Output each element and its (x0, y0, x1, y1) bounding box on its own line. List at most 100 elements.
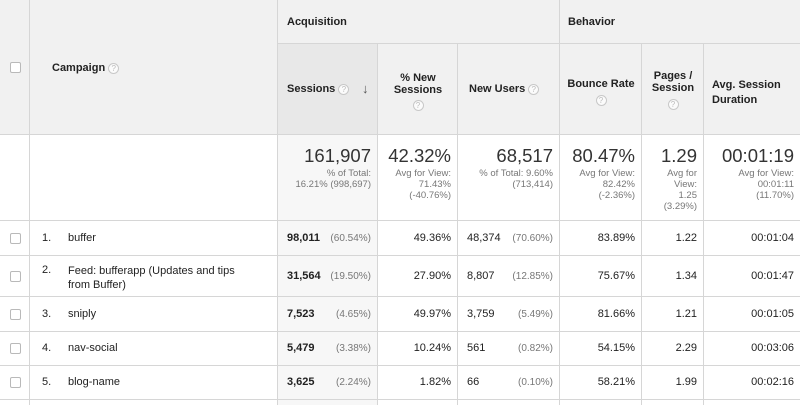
table-row-sessions-cell: 3,625 (2.24%) (278, 366, 378, 400)
table-row-partial (560, 400, 642, 405)
totals-new-users-sub2: (713,414) (512, 179, 553, 190)
row-new-users-pct: (12.85%) (512, 271, 553, 282)
totals-pct-new-cell: 42.32% Avg for View: 71.43% (-40.76%) (378, 135, 458, 221)
row-pages: 1.34 (675, 270, 697, 282)
row-checkbox[interactable] (10, 271, 21, 282)
pages-session-header: Pages / Session ? (642, 70, 704, 110)
table-row-pages-cell: 1.99 (642, 366, 704, 400)
row-pct-new: 1.82% (419, 376, 451, 388)
row-new-users: 48,374 (467, 232, 501, 244)
totals-bounce-sub2: 82.42% (602, 179, 635, 190)
totals-pct-new-sub1: Avg for View: (395, 168, 451, 179)
new-users-header-label: New Users (469, 83, 526, 95)
row-index: 2. (42, 264, 52, 276)
table-row-partial (458, 400, 560, 405)
row-checkbox[interactable] (10, 343, 21, 354)
avg-duration-header-cell[interactable]: Avg. Session Duration (704, 44, 800, 135)
help-icon[interactable]: ? (528, 83, 540, 95)
totals-duration-sub3: (11.70%) (756, 190, 794, 201)
row-checkbox[interactable] (10, 233, 21, 244)
totals-pct-new-value: 42.32% (388, 145, 451, 166)
table-row-pct-new-cell: 10.24% (378, 332, 458, 366)
table-row-campaign-cell: 4. nav-social (30, 332, 278, 366)
totals-sessions-cell: 161,907 % of Total: 16.21% (998,697) (278, 135, 378, 221)
row-new-users: 3,759 (467, 308, 495, 320)
table-row-check-cell (0, 366, 30, 400)
pct-new-sessions-label-2: Sessions (393, 84, 443, 96)
row-pages: 1.21 (675, 308, 697, 320)
pct-new-sessions-header: % New Sessions ? (378, 72, 458, 111)
pages-session-header-cell[interactable]: Pages / Session ? (642, 44, 704, 135)
totals-duration-cell: 00:01:19 Avg for View: 00:01:11 (11.70%) (704, 135, 800, 221)
table-row-partial (378, 400, 458, 405)
pages-session-label-1: Pages / (653, 70, 693, 82)
campaign-header-cell[interactable]: Campaign? (30, 0, 278, 135)
campaign-link[interactable]: nav-social (68, 342, 118, 354)
bounce-rate-header: Bounce Rate ? (560, 78, 642, 106)
sessions-header-cell[interactable]: Sessions? ↓ (278, 44, 378, 135)
row-duration: 00:01:05 (751, 308, 794, 320)
table-row-pct-new-cell: 49.36% (378, 221, 458, 256)
table-row-new-users-cell: 48,374 (70.60%) (458, 221, 560, 256)
avg-duration-label-1: Avg. Session (712, 79, 781, 91)
row-sessions: 31,564 (287, 270, 321, 282)
totals-pages-sub1: Avg for (667, 168, 697, 179)
table-row-pages-cell: 1.22 (642, 221, 704, 256)
row-new-users: 561 (467, 342, 486, 354)
campaign-link[interactable]: buffer (68, 232, 96, 244)
row-sessions-pct: (19.50%) (330, 271, 371, 282)
row-checkbox[interactable] (10, 309, 21, 320)
row-sessions-pct: (60.54%) (330, 233, 371, 244)
help-icon[interactable]: ? (412, 100, 424, 111)
table-row-partial (704, 400, 800, 405)
sort-descending-icon[interactable]: ↓ (362, 81, 369, 96)
row-sessions: 5,479 (287, 342, 315, 354)
bounce-rate-header-cell[interactable]: Bounce Rate ? (560, 44, 642, 135)
row-sessions: 3,625 (287, 376, 315, 388)
totals-pages-sub2: View: (673, 179, 697, 190)
row-duration: 00:03:06 (751, 342, 794, 354)
help-icon[interactable]: ? (667, 99, 679, 110)
behavior-label: Behavior (568, 16, 616, 28)
pct-new-sessions-header-cell[interactable]: % New Sessions ? (378, 44, 458, 135)
row-index: 4. (42, 342, 52, 354)
totals-new-users-cell: 68,517 % of Total: 9.60% (713,414) (458, 135, 560, 221)
totals-new-users-value: 68,517 (496, 145, 553, 166)
row-sessions: 7,523 (287, 308, 315, 320)
campaign-link[interactable]: blog-name (68, 376, 120, 388)
table-row-partial (30, 400, 278, 405)
avg-duration-header: Avg. Session Duration (712, 78, 781, 108)
table-row-new-users-cell: 3,759 (5.49%) (458, 297, 560, 332)
select-all-checkbox[interactable] (10, 62, 21, 73)
table-row-new-users-cell: 66 (0.10%) (458, 366, 560, 400)
campaign-header-label: Campaign (52, 62, 106, 74)
table-row-duration-cell: 00:01:04 (704, 221, 800, 256)
table-row-sessions-cell: 5,479 (3.38%) (278, 332, 378, 366)
new-users-header: New Users? (469, 83, 540, 95)
row-index: 5. (42, 376, 52, 388)
help-icon[interactable]: ? (338, 83, 350, 95)
row-duration: 00:01:04 (751, 232, 794, 244)
acquisition-label: Acquisition (287, 16, 347, 28)
row-bounce: 81.66% (597, 308, 635, 320)
table-row-campaign-cell: 1. buffer (30, 221, 278, 256)
help-icon[interactable]: ? (108, 62, 120, 74)
row-checkbox[interactable] (10, 377, 21, 388)
new-users-header-cell[interactable]: New Users? (458, 44, 560, 135)
sessions-header: Sessions? (287, 83, 350, 95)
campaign-link[interactable]: Feed: bufferapp (Updates and tips from B… (68, 264, 235, 292)
totals-sessions-sub2: 16.21% (998,697) (295, 179, 371, 190)
table-row-sessions-cell: 31,564 (19.50%) (278, 256, 378, 297)
table-row-pages-cell: 2.29 (642, 332, 704, 366)
totals-bounce-sub1: Avg for View: (579, 168, 635, 179)
help-icon[interactable]: ? (595, 95, 607, 106)
select-all-cell (0, 0, 30, 135)
table-row-campaign-cell: 3. sniply (30, 297, 278, 332)
table-row-bounce-cell: 54.15% (560, 332, 642, 366)
table-row-partial (0, 400, 30, 405)
table-row-check-cell (0, 221, 30, 256)
totals-pages-sub4: (3.29%) (663, 201, 697, 212)
campaign-link[interactable]: sniply (68, 308, 97, 320)
row-sessions: 98,011 (287, 232, 321, 244)
